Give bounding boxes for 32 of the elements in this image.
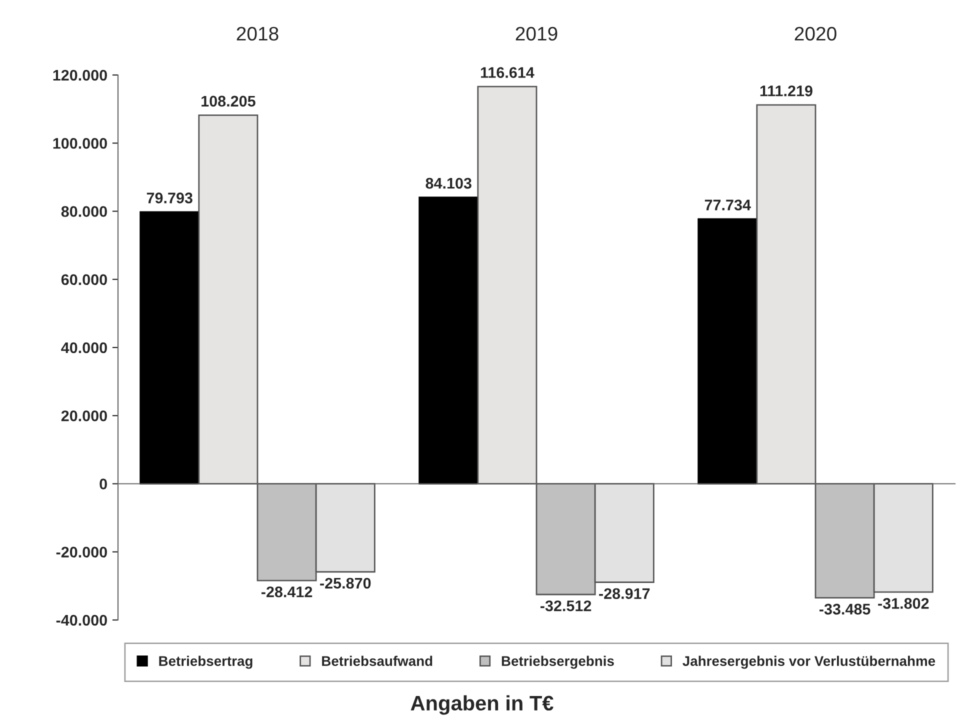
y-tick-label: 120.000 (53, 70, 107, 81)
y-tick-label: -40.000 (56, 614, 107, 626)
x-tick-label: 2018 (236, 26, 278, 41)
data-label: 84.103 (426, 178, 472, 189)
data-label: -33.485 (819, 604, 870, 615)
data-label: -25.870 (320, 578, 371, 589)
y-tick-label: -20.000 (56, 546, 107, 558)
bar (418, 196, 479, 484)
legend-label: Betriebsaufwand (322, 656, 432, 666)
data-label: -32.512 (540, 600, 592, 612)
y-tick-label: 60.000 (61, 274, 107, 286)
data-label: 79.793 (146, 192, 192, 204)
bar (140, 211, 200, 484)
bar (698, 218, 758, 484)
y-tick-label: 0 (100, 478, 107, 490)
y-tick-label: 40.000 (61, 342, 107, 354)
legend-label: Betriebsertrag (159, 656, 252, 669)
data-label: 108.205 (202, 96, 256, 107)
y-tick-label: 80.000 (61, 206, 107, 217)
legend-label: Betriebsergebnis (502, 656, 614, 669)
y-tick-label: 20.000 (61, 410, 107, 422)
data-label: 77.734 (704, 200, 751, 210)
data-label: -31.802 (878, 598, 929, 609)
data-label: -28.917 (599, 588, 650, 600)
x-axis-title: Angaben in T€ (410, 695, 554, 715)
data-label: 116.614 (480, 67, 534, 78)
data-label: 111.219 (760, 86, 812, 96)
data-label: -28.412 (261, 586, 312, 598)
x-tick-label: 2020 (794, 26, 836, 41)
y-tick-label: 100.000 (53, 138, 107, 149)
legend-label: Jahresergebnis vor Verlustübernahme (682, 656, 936, 669)
x-tick-label: 2019 (516, 26, 558, 41)
